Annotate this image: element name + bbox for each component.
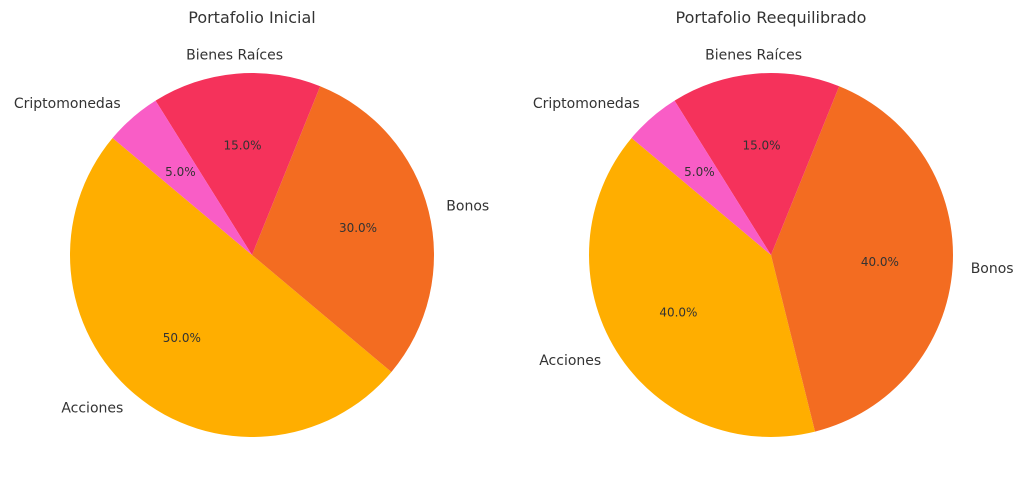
- chart-title-initial: Portafolio Inicial: [188, 8, 316, 27]
- pie-slice-acciones-initial: [69, 138, 392, 438]
- category-label-criptomonedas-rebalanced: Criptomonedas: [533, 96, 640, 112]
- pct-label-bienes-ra-ces-rebalanced: 15.0%: [742, 139, 780, 153]
- pie-slice-bienes-ra-ces-rebalanced: [674, 72, 840, 255]
- pie-chart-initial: Portafolio Inicial 50.0% Acciones 30.0% Bon…: [14, 8, 489, 438]
- category-label-acciones-rebalanced: Acciones: [539, 353, 601, 369]
- pie-slice-bonos-rebalanced: [771, 86, 953, 432]
- category-label-bienes-ra-ces-initial: Bienes Raíces: [186, 48, 283, 64]
- category-label-bienes-ra-ces-rebalanced: Bienes Raíces: [705, 48, 802, 64]
- category-label-bonos-initial: Bonos: [446, 199, 489, 215]
- pie-labels-rebalanced: 40.0% Acciones 40.0% Bonos 15.0% Bienes Raíce…: [533, 48, 1014, 370]
- category-label-criptomonedas-initial: Criptomonedas: [14, 96, 121, 112]
- pct-label-acciones-initial: 50.0%: [163, 331, 201, 345]
- pct-label-acciones-rebalanced: 40.0%: [659, 305, 697, 319]
- pie-slice-acciones-rebalanced: [589, 138, 816, 437]
- pct-label-bonos-rebalanced: 40.0%: [861, 255, 899, 269]
- pie-slices-rebalanced: [589, 72, 953, 437]
- category-label-bonos-rebalanced: Bonos: [971, 261, 1014, 277]
- pie-slice-bienes-ra-ces-initial: [155, 72, 321, 255]
- pie-slice-criptomonedas-rebalanced: [631, 100, 771, 255]
- pct-label-criptomonedas-rebalanced: 5.0%: [684, 165, 715, 179]
- pie-labels-initial: 50.0% Acciones 30.0% Bonos 15.0% Bienes Raíce…: [14, 48, 489, 417]
- pct-label-bonos-initial: 30.0%: [339, 221, 377, 235]
- pie-chart-rebalanced: Portafolio Reequilibrado 40.0%Acciones40…: [533, 8, 1014, 437]
- pct-label-bienes-ra-ces-initial: 15.0%: [223, 139, 261, 153]
- pct-label-criptomonedas-initial: 5.0%: [165, 165, 196, 179]
- category-label-acciones-initial: Acciones: [61, 400, 123, 416]
- chart-title-rebalanced: Portafolio Reequilibrado: [676, 8, 867, 27]
- pie-slices-initial: [69, 72, 435, 438]
- pie-slice-criptomonedas-initial: [112, 100, 252, 255]
- pie-slice-bonos-initial: [252, 86, 435, 372]
